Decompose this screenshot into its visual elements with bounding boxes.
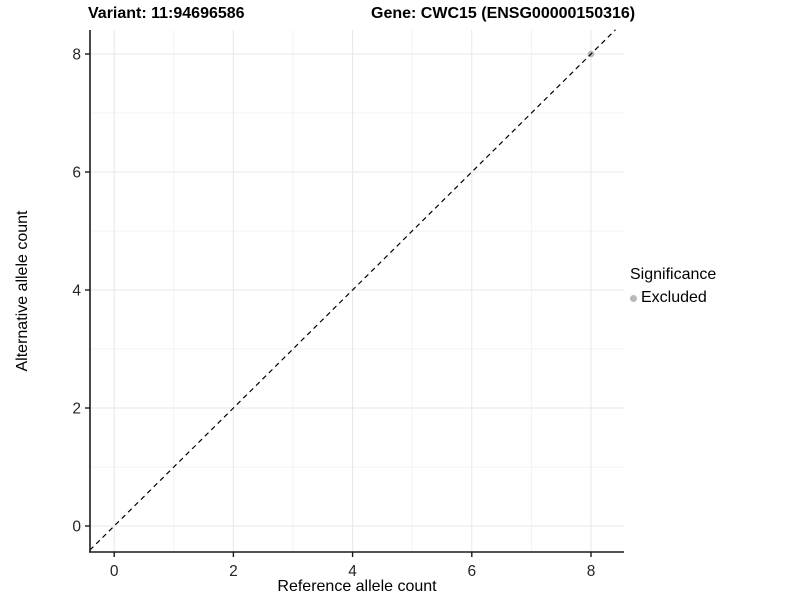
reference-line [89, 29, 616, 551]
y-tick-label: 4 [72, 283, 81, 300]
y-tick-labels: 0 2 4 6 8 [72, 47, 81, 536]
y-axis-title: Alternative allele count [14, 210, 31, 372]
tick-marks [85, 53, 592, 557]
axis-lines [89, 30, 624, 553]
x-tick-labels: 0 2 4 6 8 [110, 563, 595, 580]
x-tick-label: 2 [229, 563, 238, 580]
x-axis-title: Reference allele count [277, 578, 437, 595]
legend-item-excluded: Excluded [630, 289, 716, 307]
gene-title: Gene: CWC15 (ENSG00000150316) [371, 5, 636, 22]
y-tick-label: 2 [72, 401, 81, 418]
y-tick-label: 0 [72, 519, 81, 536]
legend-item-label: Excluded [641, 289, 707, 306]
variant-title: Variant: 11:94696586 [88, 5, 245, 22]
x-tick-label: 6 [467, 563, 476, 580]
y-tick-label: 6 [72, 165, 81, 182]
x-tick-label: 8 [587, 563, 596, 580]
identity-line [89, 29, 616, 551]
grid-major [90, 30, 624, 552]
legend-title: Significance [630, 266, 717, 283]
y-tick-label: 8 [72, 47, 81, 64]
x-tick-label: 0 [110, 563, 119, 580]
legend: Significance Excluded [630, 266, 716, 307]
grid-minor [90, 30, 624, 552]
x-tick-label: 4 [348, 563, 357, 580]
excluded-marker-icon [630, 294, 637, 302]
